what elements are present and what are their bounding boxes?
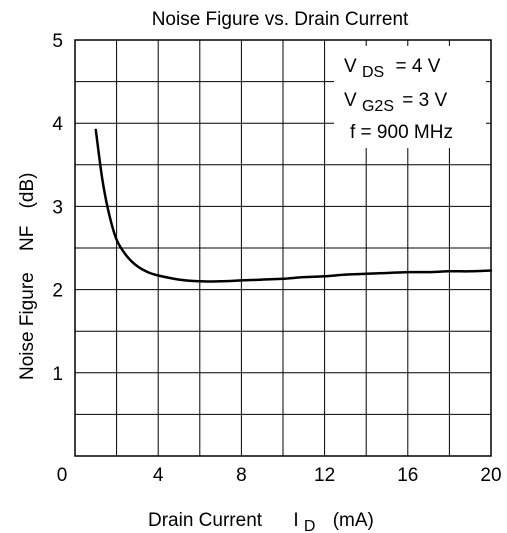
vds-value: = 4 V (395, 56, 440, 77)
y-axis-label: Noise Figure NF (dB) (17, 172, 38, 380)
x-axis-label: Drain Current I D (mA) (148, 510, 374, 533)
x-tick-label: 8 (236, 465, 247, 486)
conditions-box: V DS = 4 V V G2S = 3 V f = 900 MHz (334, 46, 486, 148)
vds-subscript: DS (362, 64, 384, 81)
vg2s-value: = 3 V (402, 90, 447, 111)
x-axis-label-main: Drain Current (148, 510, 263, 531)
y-tick-label: 3 (52, 197, 63, 218)
vds-symbol: V (344, 56, 357, 77)
vg2s-subscript: G2S (362, 98, 394, 115)
y-axis-label-unit: (dB) (17, 172, 38, 208)
vg2s-condition: V G2S = 3 V (344, 90, 447, 116)
plot-frame (74, 39, 492, 457)
nf-curve-line (94, 128, 493, 283)
y-tick-label: 5 (52, 31, 63, 52)
frequency-condition: f = 900 MHz (350, 122, 453, 143)
x-axis-label-unit: (mA) (333, 510, 374, 531)
x-tick-label: 12 (314, 465, 335, 486)
grid-lines (75, 40, 491, 456)
x-tick-labels: 0 4 8 12 16 20 (57, 465, 502, 486)
x-tick-label: 0 (57, 465, 68, 486)
y-axis-label-main: Noise Figure (17, 272, 38, 380)
x-tick-label: 16 (397, 465, 418, 486)
x-axis-label-subscript: D (304, 518, 316, 533)
y-tick-label: 2 (52, 281, 63, 302)
y-tick-label: 4 (52, 114, 63, 135)
vg2s-symbol: V (344, 90, 357, 111)
conditions-box-bg (334, 46, 486, 148)
chart-title: Noise Figure vs. Drain Current (152, 9, 409, 30)
y-tick-labels: 1 2 3 4 5 (52, 31, 63, 385)
x-axis-label-symbol: I (293, 510, 298, 531)
y-axis-label-symbol: NF (17, 226, 38, 251)
y-tick-label: 1 (52, 364, 63, 385)
x-tick-label: 20 (480, 465, 501, 486)
vds-condition: V DS = 4 V (344, 56, 441, 82)
x-tick-label: 4 (153, 465, 164, 486)
